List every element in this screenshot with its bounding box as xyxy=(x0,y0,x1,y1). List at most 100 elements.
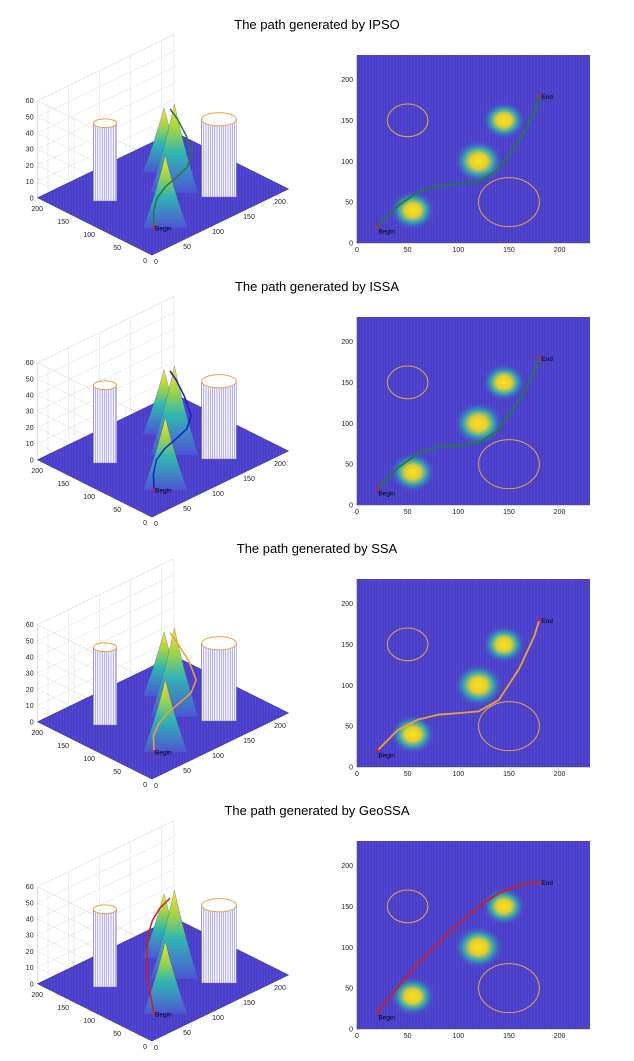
z-tick-label: 10 xyxy=(26,703,34,710)
planned-path-3d xyxy=(152,632,198,752)
start-label: Begin xyxy=(378,1015,395,1022)
y-tick-label: 150 xyxy=(341,118,353,125)
planned-path-3d xyxy=(146,897,171,1014)
y-tick-label: 200 xyxy=(341,601,353,608)
z-tick-label: 60 xyxy=(26,884,34,891)
start-label-3d: Begin xyxy=(155,750,172,757)
x-tick-label-3d: 50 xyxy=(183,768,191,775)
x-tick-label-3d: 0 xyxy=(154,521,158,528)
threat-circle xyxy=(478,177,540,228)
z-tick-label: 10 xyxy=(26,179,34,186)
x-tick-label: 100 xyxy=(452,771,464,778)
end-marker xyxy=(537,94,541,98)
y-tick-label: 200 xyxy=(341,863,353,870)
cylinder-top xyxy=(201,112,237,127)
z-tick-label: 60 xyxy=(26,360,34,367)
cylinder-top xyxy=(92,642,118,653)
surface-3d: Begin 0 10 20 30 40 50 60 0 50 100 150 200 0 50 100 150 2… xyxy=(26,34,290,266)
z-tick-label: 40 xyxy=(26,917,34,924)
y-tick-label: 200 xyxy=(341,339,353,346)
peak-blob xyxy=(389,190,436,231)
surface-3d: Begin 0 10 20 30 40 50 60 0 50 100 150 200 0 50 100 150 2… xyxy=(26,558,290,790)
z-tick-label: 0 xyxy=(30,195,34,202)
x-tick-label-3d: 200 xyxy=(274,199,286,206)
peak-cone xyxy=(142,941,188,1015)
x-tick-label-3d: 150 xyxy=(243,214,255,221)
panel-title: The path generated by IPSO xyxy=(234,17,400,32)
x-tick-label: 100 xyxy=(452,509,464,516)
z-tick-label: 50 xyxy=(26,114,34,121)
planned-path-3d xyxy=(152,370,192,490)
peak-blob xyxy=(481,625,526,664)
threat-circle xyxy=(386,365,429,400)
threat-circle xyxy=(386,103,429,138)
start-label: Begin xyxy=(378,753,395,760)
x-tick-label: 200 xyxy=(554,1033,566,1040)
x-tick-label: 0 xyxy=(355,1033,359,1040)
y-tick-label-3d: 100 xyxy=(83,756,95,763)
planned-path xyxy=(376,619,541,752)
x-tick-label-3d: 100 xyxy=(212,1015,224,1022)
threat-circle xyxy=(386,627,429,662)
peak-blob xyxy=(453,925,504,970)
x-tick-label-3d: 50 xyxy=(183,1030,191,1037)
peak-blob xyxy=(389,714,436,755)
panel-title: The path generated by SSA xyxy=(236,541,398,556)
z-tick-label: 50 xyxy=(26,376,34,383)
x-tick-label: 150 xyxy=(503,509,515,516)
threat-cylinder xyxy=(201,898,237,984)
y-tick-label: 150 xyxy=(341,380,353,387)
z-tick-label: 0 xyxy=(30,719,34,726)
end-marker xyxy=(537,618,541,622)
z-tick-label: 20 xyxy=(26,425,34,432)
x-tick-label-3d: 0 xyxy=(154,259,158,266)
y-tick-label-3d: 150 xyxy=(57,481,69,488)
z-tick-label: 10 xyxy=(26,965,34,972)
peak-blob xyxy=(481,101,526,140)
x-tick-label-3d: 50 xyxy=(183,506,191,513)
z-tick-label: 30 xyxy=(26,147,34,154)
y-tick-label-3d: 0 xyxy=(143,520,147,527)
peak-blob xyxy=(453,139,504,184)
x-tick-label: 150 xyxy=(503,771,515,778)
map-2d: Begin End 0 50 100 150 200 0 50 100 150 200 xyxy=(341,579,590,778)
panel-title: The path generated by ISSA xyxy=(234,279,400,294)
y-tick-label-3d: 200 xyxy=(31,468,43,475)
threat-cylinder xyxy=(201,636,237,722)
x-tick-label-3d: 100 xyxy=(212,491,224,498)
x-tick-label-3d: 150 xyxy=(243,738,255,745)
threat-circle xyxy=(478,963,540,1014)
x-tick-label: 50 xyxy=(404,771,412,778)
x-tick-label: 200 xyxy=(554,509,566,516)
y-tick-label-3d: 50 xyxy=(113,1031,121,1038)
threat-cylinder xyxy=(92,380,118,464)
start-label-3d: Begin xyxy=(155,226,172,233)
z-tick-label: 10 xyxy=(26,441,34,448)
x-tick-label: 0 xyxy=(355,509,359,516)
end-label: End xyxy=(541,618,553,625)
z-tick-label: 30 xyxy=(26,933,34,940)
start-marker-3d xyxy=(152,1012,156,1016)
z-tick-label: 40 xyxy=(26,393,34,400)
cylinder-top xyxy=(92,380,118,391)
cylinder-top xyxy=(92,118,118,129)
x-tick-label: 150 xyxy=(503,247,515,254)
start-marker-3d xyxy=(152,488,156,492)
end-label: End xyxy=(541,880,553,887)
cylinder-top xyxy=(201,374,237,389)
planned-path xyxy=(376,95,541,228)
x-tick-label-3d: 150 xyxy=(243,476,255,483)
x-tick-label: 50 xyxy=(404,247,412,254)
x-tick-label: 100 xyxy=(452,1033,464,1040)
threat-circle xyxy=(386,889,429,924)
x-tick-label: 200 xyxy=(554,247,566,254)
peak-blob xyxy=(453,401,504,446)
x-tick-label-3d: 100 xyxy=(212,229,224,236)
peak-blob xyxy=(389,976,436,1017)
peak-blob xyxy=(453,663,504,708)
y-tick-label-3d: 200 xyxy=(31,730,43,737)
z-tick-label: 20 xyxy=(26,687,34,694)
